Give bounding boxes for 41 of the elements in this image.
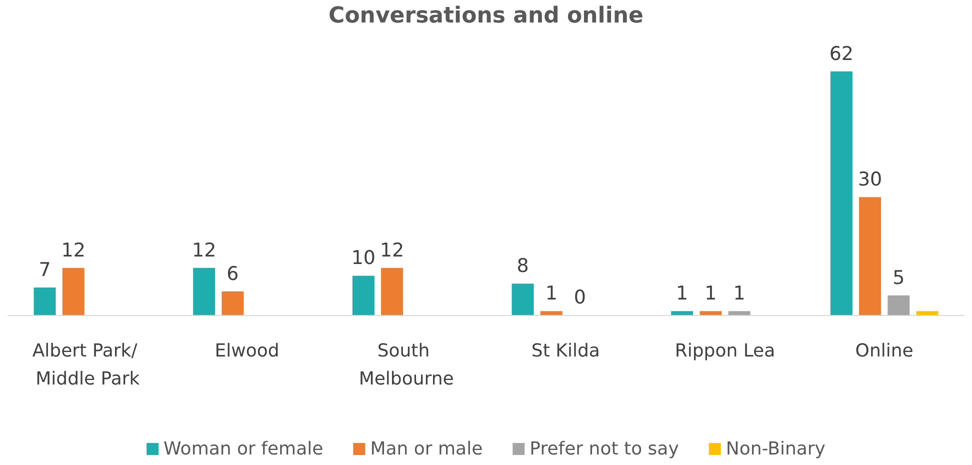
- x-tick-label: Elwood: [214, 340, 280, 362]
- x-tick-label: St Kilda: [531, 340, 600, 362]
- x-tick-label: Albert Park/ Middle Park: [32, 340, 144, 390]
- data-label: 7: [38, 259, 51, 281]
- bar: [671, 311, 694, 315]
- data-label: 5: [892, 266, 905, 289]
- data-label: 30: [858, 168, 882, 191]
- legend-label: Man or male: [370, 438, 483, 460]
- bar: [888, 295, 910, 315]
- data-label: 62: [829, 42, 854, 65]
- x-tick-label: Online: [855, 340, 914, 362]
- data-label: 12: [380, 239, 404, 262]
- bar: [916, 311, 938, 315]
- legend-label: Woman or female: [164, 438, 324, 460]
- data-label: 0: [574, 286, 586, 308]
- data-label: 12: [61, 239, 86, 262]
- bar: [381, 268, 404, 315]
- bar: [728, 311, 750, 315]
- bar: [62, 268, 84, 315]
- data-label: 1: [545, 282, 558, 305]
- data-label: 12: [192, 239, 216, 262]
- legend-label: Non-Binary: [726, 438, 826, 460]
- bar: [512, 284, 534, 315]
- data-label: 8: [516, 255, 529, 278]
- bar: [540, 311, 562, 315]
- x-tick-label: South Melbourne: [358, 340, 454, 390]
- x-tick-label: Rippon Lea: [674, 340, 776, 362]
- bar: [193, 268, 216, 315]
- data-label: 6: [226, 262, 239, 285]
- data-label: 10: [351, 247, 376, 270]
- data-label: 1: [704, 282, 717, 305]
- data-label: 1: [676, 282, 688, 305]
- bar: [352, 276, 374, 315]
- chart-title: Conversations and online: [328, 4, 644, 28]
- bar: [830, 71, 852, 315]
- bar: [222, 291, 244, 315]
- bar: [859, 197, 882, 315]
- data-label: 1: [733, 282, 746, 305]
- bar: [700, 311, 722, 315]
- legend-label: Prefer not to say: [530, 438, 680, 460]
- bar: [34, 288, 56, 315]
